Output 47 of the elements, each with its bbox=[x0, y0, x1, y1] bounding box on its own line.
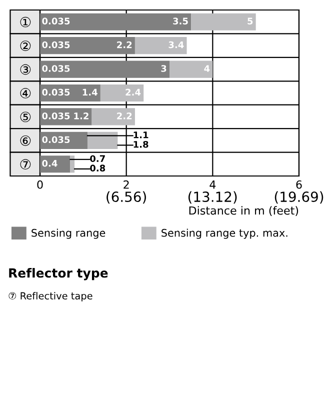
annotation: 0.035 bbox=[42, 88, 70, 96]
total-label: 4 bbox=[204, 65, 210, 72]
annotation: 0.035 bbox=[42, 65, 70, 72]
data-label: 3.5 bbox=[173, 18, 188, 24]
annotation: 0.035 bbox=[42, 112, 70, 120]
data-label: 0.7 bbox=[90, 155, 105, 162]
data-label: 2.2 bbox=[117, 41, 132, 48]
y-tick-label: ④ bbox=[20, 88, 31, 98]
x-tick-label: 0 bbox=[37, 180, 43, 189]
bar bbox=[87, 132, 118, 149]
bar bbox=[170, 60, 213, 78]
legend-label: Sensing range typ. max. bbox=[162, 228, 288, 239]
y-tick-label: ⑤ bbox=[20, 112, 31, 122]
data-label: 3 bbox=[161, 65, 166, 72]
y-tick-label: ⑦ bbox=[20, 159, 31, 170]
total-label: 0.8 bbox=[90, 164, 106, 172]
total-label: 1.8 bbox=[134, 140, 148, 148]
annotation: 0.035 bbox=[42, 136, 70, 144]
x-axis-title: Distance in m (feet) bbox=[189, 206, 298, 216]
y-tick-label: ① bbox=[20, 16, 31, 28]
data-label: 1.1 bbox=[134, 132, 148, 138]
x2-tick-label: (6.56) bbox=[106, 191, 146, 204]
x2-tick-label: (13.12) bbox=[188, 191, 237, 204]
annotation: 0.035 bbox=[42, 41, 70, 48]
legend-label: Sensing range bbox=[32, 228, 106, 239]
data-label: 1.4 bbox=[82, 88, 98, 96]
y-tick-label: ⑥ bbox=[20, 135, 31, 146]
x-tick-label: 6 bbox=[296, 180, 302, 189]
bar bbox=[100, 84, 144, 102]
total-label: 3.4 bbox=[168, 41, 184, 48]
total-label: 2.4 bbox=[126, 88, 141, 96]
total-label: 2.2 bbox=[117, 112, 132, 120]
total-label: 5 bbox=[248, 18, 253, 24]
x-tick-label: 2 bbox=[124, 180, 129, 189]
bar bbox=[70, 156, 75, 173]
bar bbox=[191, 13, 256, 30]
data-label: 1.2 bbox=[74, 112, 88, 120]
bar bbox=[92, 108, 135, 126]
text: Reflector type bbox=[9, 268, 108, 280]
annotation: 0.035 bbox=[42, 18, 70, 24]
bar bbox=[134, 37, 187, 54]
y-tick-label: ③ bbox=[20, 64, 31, 75]
y-tick-label: ② bbox=[20, 40, 31, 51]
x-tick-label: 4 bbox=[210, 180, 216, 189]
x2-tick-label: (19.69) bbox=[274, 191, 324, 204]
annotation: 0.4 bbox=[42, 160, 58, 167]
text: ⑦ Reflective tape bbox=[8, 292, 92, 302]
